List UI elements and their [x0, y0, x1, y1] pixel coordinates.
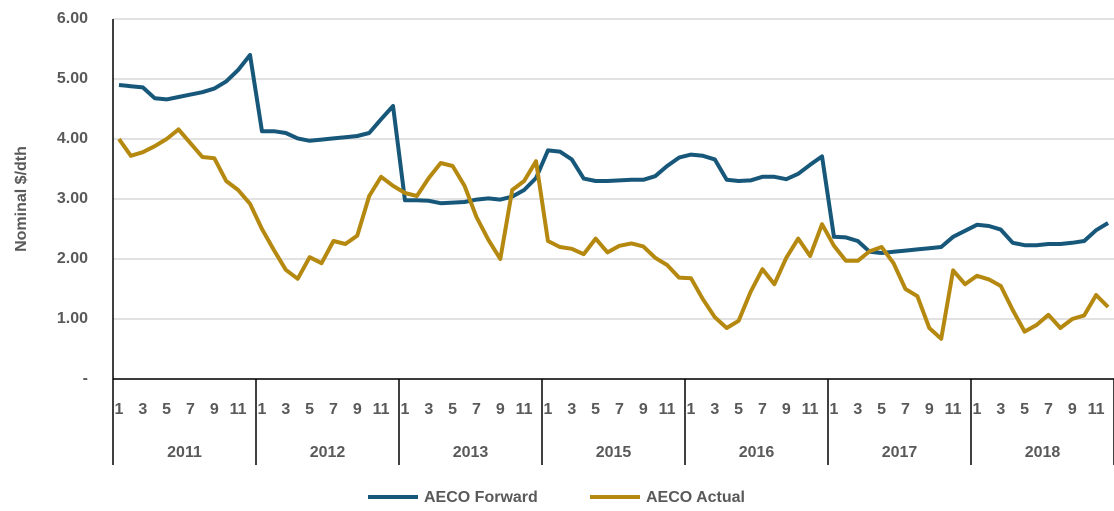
x-tick-label: 3 — [567, 401, 576, 418]
x-tick-label: 5 — [448, 401, 457, 418]
x-tick-label: 5 — [591, 401, 600, 418]
x-tick-label: 9 — [496, 401, 505, 418]
x-tick-label: 5 — [734, 401, 743, 418]
x-tick-label: 3 — [710, 401, 719, 418]
x-tick-label: 11 — [373, 401, 390, 418]
group-label: 2012 — [310, 444, 346, 461]
x-tick-label: 1 — [115, 401, 124, 418]
x-tick-label: 7 — [329, 401, 338, 418]
group-label: 2011 — [167, 444, 202, 461]
y-tick-label: 6.00 — [57, 10, 88, 27]
y-tick-label: 2.00 — [57, 250, 88, 267]
x-tick-label: 9 — [353, 401, 362, 418]
x-tick-label: 7 — [758, 401, 767, 418]
x-tick-label: 3 — [281, 401, 290, 418]
group-label: 2015 — [596, 444, 632, 461]
y-axis-label: Nominal $/dth — [13, 146, 30, 252]
group-label: 2016 — [739, 444, 775, 461]
legend-label: AECO Actual — [646, 489, 745, 506]
x-tick-label: 1 — [687, 401, 696, 418]
x-tick-label: 5 — [1020, 401, 1029, 418]
x-tick-label: 3 — [424, 401, 433, 418]
x-tick-label: 11 — [1088, 401, 1105, 418]
x-tick-label: 9 — [782, 401, 791, 418]
x-tick-label: 9 — [925, 401, 934, 418]
x-tick-label: 3 — [853, 401, 862, 418]
y-tick-label: - — [83, 370, 88, 387]
series-line — [118, 53, 1110, 255]
x-tick-label: 11 — [802, 401, 819, 418]
series-line — [117, 127, 1110, 341]
x-tick-label: 1 — [258, 401, 267, 418]
x-tick-label: 7 — [615, 401, 624, 418]
x-tick-label: 1 — [973, 401, 982, 418]
x-tick-label: 1 — [544, 401, 553, 418]
y-tick-label: 1.00 — [57, 310, 88, 327]
y-tick-label: 3.00 — [57, 190, 88, 207]
x-tick-label: 9 — [639, 401, 648, 418]
group-label: 2017 — [882, 444, 918, 461]
x-tick-label: 7 — [472, 401, 481, 418]
x-tick-label: 11 — [659, 401, 676, 418]
x-tick-label: 9 — [1068, 401, 1077, 418]
x-tick-label: 5 — [162, 401, 171, 418]
x-tick-label: 1 — [830, 401, 839, 418]
x-tick-label: 7 — [186, 401, 195, 418]
x-tick-label: 1 — [401, 401, 410, 418]
x-tick-label: 7 — [901, 401, 910, 418]
y-tick-label: 4.00 — [57, 130, 88, 147]
x-tick-label: 3 — [138, 401, 147, 418]
group-label: 2018 — [1025, 444, 1061, 461]
x-tick-label: 9 — [210, 401, 219, 418]
x-tick-label: 11 — [516, 401, 533, 418]
legend-label: AECO Forward — [424, 489, 538, 506]
x-tick-label: 11 — [230, 401, 247, 418]
x-tick-label: 5 — [305, 401, 314, 418]
x-tick-label: 7 — [1044, 401, 1053, 418]
x-tick-label: 3 — [996, 401, 1005, 418]
y-tick-label: 5.00 — [57, 70, 88, 87]
group-label: 2013 — [453, 444, 489, 461]
x-tick-label: 5 — [877, 401, 886, 418]
x-tick-label: 11 — [945, 401, 962, 418]
